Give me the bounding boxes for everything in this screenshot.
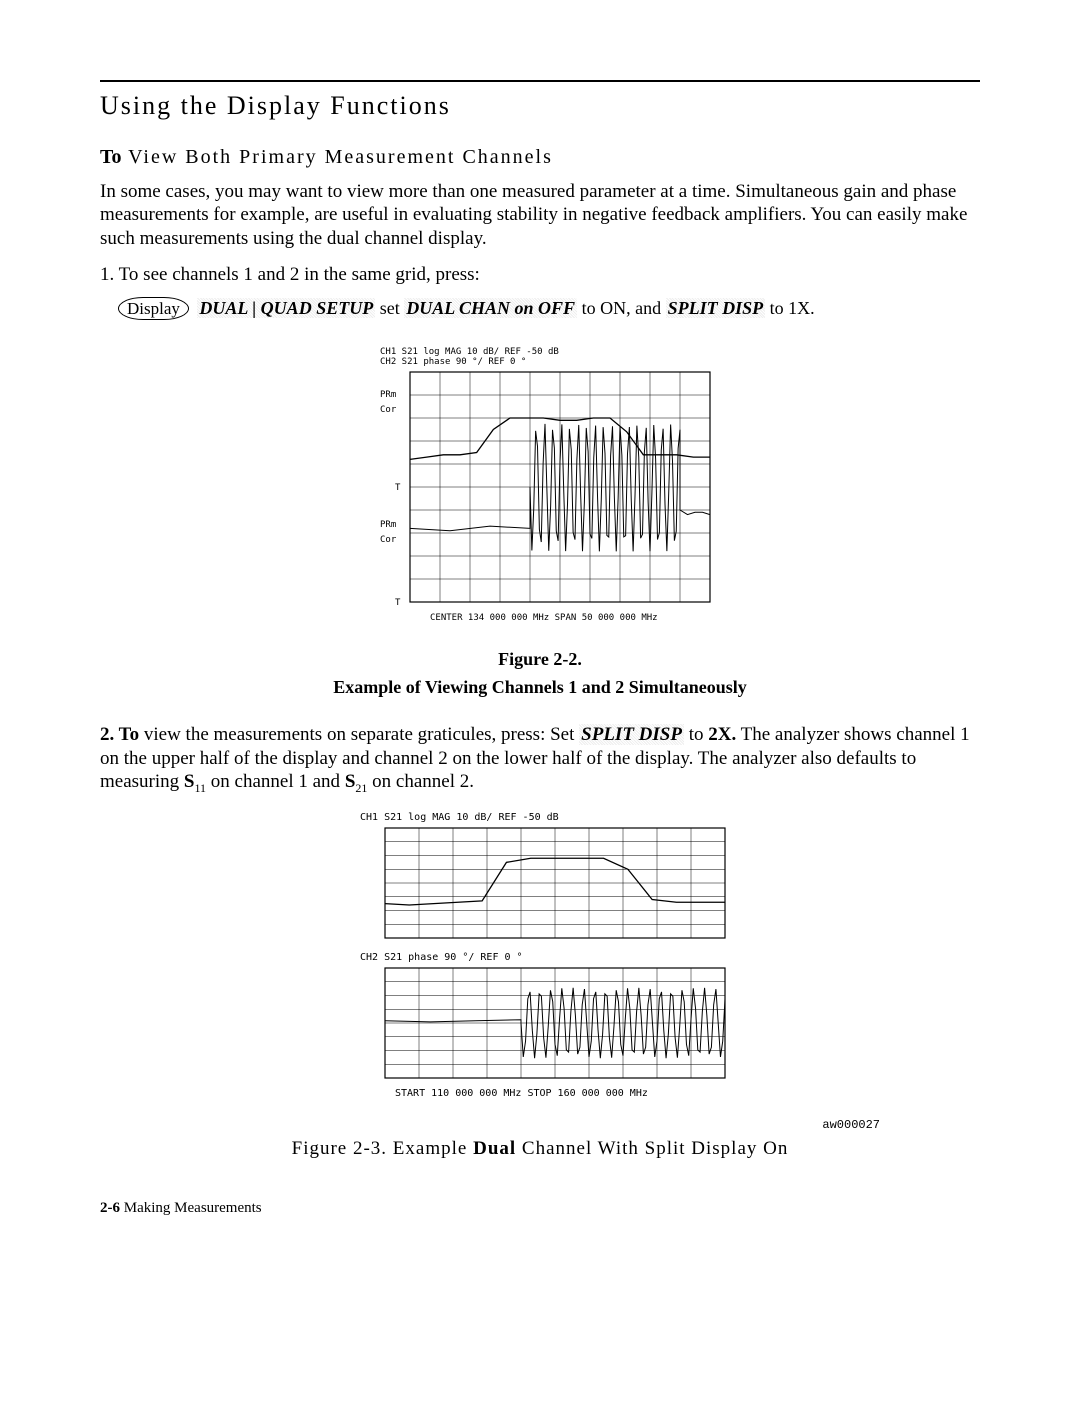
subsection-bold: To xyxy=(100,146,122,168)
figure-2-2-caption2: Example of Viewing Channels 1 and 2 Simu… xyxy=(100,676,980,699)
figure-2-3: CH1 S21 log MAG 10 dB/ REF -50 dB CH2 S21… xyxy=(100,808,980,1161)
footer-text: Making Measurements xyxy=(120,1200,262,1216)
instruction-line: Display DUAL | QUAD SETUP set DUAL CHAN … xyxy=(118,297,980,320)
step2-num: 2. xyxy=(100,724,119,745)
softkey-split-disp: SPLIT DISP xyxy=(666,298,766,318)
subsection-title: To View Both Primary Measurement Channel… xyxy=(100,145,980,170)
softkey-dual-chan: DUAL CHAN on OFF xyxy=(404,298,577,318)
subsection-rest: View Both Primary Measurement Channels xyxy=(122,146,553,168)
s11: S xyxy=(184,771,195,792)
svg-text:CENTER 134 000 000 MHz: CENTER 134 000 000 MHz SPAN 50 000 000 M… xyxy=(430,613,658,623)
softkey-dual-quad: DUAL | QUAD SETUP xyxy=(197,298,375,318)
figure-2-3-caption: Figure 2-3. Example Dual Channel With Sp… xyxy=(100,1137,980,1161)
instr-mid1: set xyxy=(380,298,405,318)
svg-text:Cor: Cor xyxy=(380,405,397,415)
svg-text:CH1 S21 log MAG 10 dB/ RE: CH1 S21 log MAG 10 dB/ REF -50 dB xyxy=(380,347,559,357)
svg-text:T: T xyxy=(395,483,401,493)
step-2: 2. To view the measurements on separate … xyxy=(100,723,980,796)
svg-text:CH2 S21 phase 90 °/ RE: CH2 S21 phase 90 °/ REF 0 ° xyxy=(380,357,526,367)
svg-text:CH1 S21 log MAG 10 dB/ RE: CH1 S21 log MAG 10 dB/ REF -50 dB xyxy=(360,812,559,823)
instr-mid2: to ON, and xyxy=(582,298,666,318)
step2-end: on channel 2. xyxy=(367,771,474,792)
page-footer: 2-6 Making Measurements xyxy=(100,1199,980,1218)
svg-text:PRm: PRm xyxy=(380,390,396,400)
instr-mid3: to 1X. xyxy=(770,298,815,318)
step2-2x: 2X. xyxy=(708,724,736,745)
figure-2-2: CH1 S21 log MAG 10 dB/ REF -50 dBCH2 S21… xyxy=(100,342,980,699)
s21: S xyxy=(345,771,356,792)
svg-text:START 110 000 000 MHz: START 110 000 000 MHz STOP 160 000 000 M… xyxy=(395,1088,648,1099)
section-title: Using the Display Functions xyxy=(100,90,980,123)
step2-mid: on channel 1 and xyxy=(206,771,345,792)
figure-2-3-id: aw000027 xyxy=(100,1118,880,1133)
intro-paragraph: In some cases, you may want to view more… xyxy=(100,180,980,251)
svg-text:PRm: PRm xyxy=(380,520,396,530)
page-number: 2-6 xyxy=(100,1200,120,1216)
figure-2-2-svg: CH1 S21 log MAG 10 dB/ REF -50 dBCH2 S21… xyxy=(340,342,740,642)
svg-text:Cor: Cor xyxy=(380,535,397,545)
step2-b: to xyxy=(684,724,708,745)
svg-text:T: T xyxy=(395,598,401,608)
step-1: 1. To see channels 1 and 2 in the same g… xyxy=(100,263,980,287)
svg-text:CH2 S21 phase 90 °/ RE: CH2 S21 phase 90 °/ REF 0 ° xyxy=(360,952,523,963)
figure-2-2-caption: Figure 2-2. xyxy=(100,648,980,671)
top-rule xyxy=(100,80,980,82)
display-hardkey: Display xyxy=(118,297,189,320)
step2-a: view the measurements on separate gratic… xyxy=(139,724,579,745)
softkey-split-disp-2: SPLIT DISP xyxy=(579,724,684,745)
figure-2-3-svg: CH1 S21 log MAG 10 dB/ REF -50 dB CH2 S21… xyxy=(325,808,755,1118)
s21-sub: 21 xyxy=(355,781,367,795)
step2-to: To xyxy=(119,724,139,745)
s11-sub: 11 xyxy=(194,781,206,795)
